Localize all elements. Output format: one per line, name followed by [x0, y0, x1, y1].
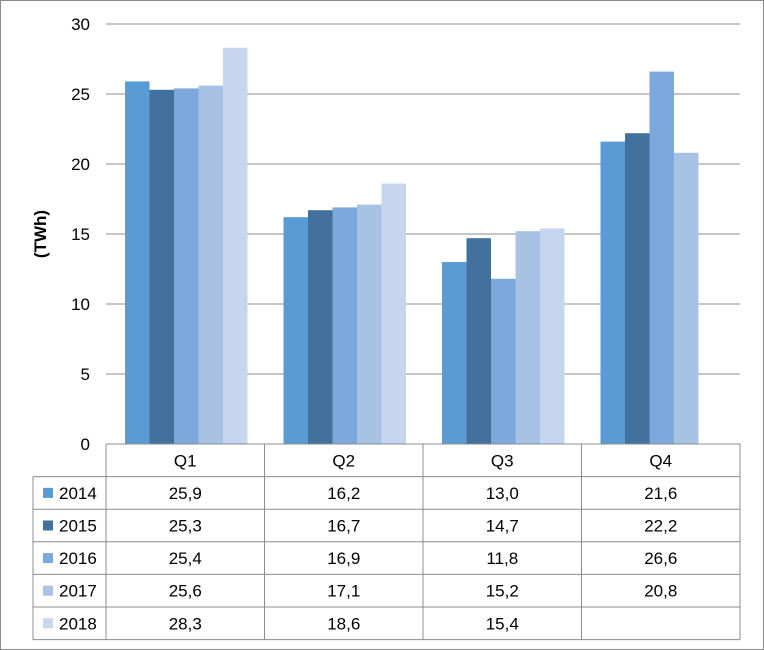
- bar-2018-Q1: [223, 47, 248, 445]
- bar-2017-Q4: [674, 152, 699, 445]
- bar-2018-Q2: [381, 183, 406, 444]
- bar-2017-Q3: [515, 231, 540, 444]
- y-tick-label: 5: [81, 365, 90, 384]
- bar-2016-Q3: [491, 278, 516, 444]
- y-tick-label: 20: [71, 155, 90, 174]
- series-label-2018: 2018: [59, 614, 97, 633]
- bar-2015-Q3: [466, 238, 491, 444]
- bar-2015-Q1: [149, 89, 174, 445]
- data-label-2018-Q1: 28,3: [169, 614, 202, 633]
- y-tick-label: 25: [71, 85, 90, 104]
- category-label-Q1: Q1: [174, 451, 197, 470]
- data-label-2016-Q4: 26,6: [644, 549, 677, 568]
- data-label-2017-Q2: 17,1: [327, 582, 360, 601]
- bar-2014-Q1: [125, 81, 150, 445]
- legend-key-2014: [43, 487, 53, 498]
- bar-2016-Q4: [649, 71, 674, 444]
- data-label-2016-Q3: 11,8: [486, 549, 518, 568]
- data-label-2015-Q1: 25,3: [169, 517, 202, 536]
- data-label-2015-Q4: 22,2: [644, 517, 677, 536]
- bar-2014-Q4: [600, 141, 625, 444]
- legend-key-2016: [43, 553, 53, 564]
- data-label-2017-Q4: 20,8: [644, 582, 677, 601]
- series-label-2015: 2015: [59, 517, 97, 536]
- bar-2018-Q3: [540, 228, 565, 444]
- y-tick-label: 0: [81, 435, 90, 454]
- bar-2016-Q2: [332, 207, 357, 444]
- category-label-Q4: Q4: [649, 451, 672, 470]
- bar-2017-Q1: [198, 85, 223, 444]
- data-label-2016-Q1: 25,4: [169, 549, 202, 568]
- data-label-2018-Q3: 15,4: [486, 614, 519, 633]
- bar-2015-Q4: [625, 133, 650, 444]
- data-label-2015-Q2: 16,7: [327, 517, 360, 536]
- legend-key-2018: [43, 618, 53, 629]
- series-label-2017: 2017: [59, 582, 97, 601]
- bar-2017-Q2: [357, 204, 382, 444]
- series-label-2016: 2016: [59, 549, 97, 568]
- y-tick-label: 15: [71, 225, 90, 244]
- bar-2014-Q3: [442, 262, 467, 444]
- bar-2015-Q2: [308, 210, 333, 444]
- data-label-2016-Q2: 16,9: [327, 549, 360, 568]
- data-label-2014-Q4: 21,6: [644, 484, 677, 503]
- data-label-2014-Q3: 13,0: [486, 484, 519, 503]
- category-label-Q3: Q3: [491, 451, 514, 470]
- data-label-2017-Q1: 25,6: [169, 582, 202, 601]
- data-label-2015-Q3: 14,7: [486, 517, 519, 536]
- y-tick-label: 10: [71, 295, 90, 314]
- legend-key-2015: [43, 520, 53, 531]
- series-label-2014: 2014: [59, 484, 97, 503]
- legend-key-2017: [43, 585, 53, 596]
- bar-2014-Q2: [283, 217, 308, 444]
- data-label-2018-Q2: 18,6: [327, 614, 360, 633]
- category-label-Q2: Q2: [332, 451, 355, 470]
- bar-2016-Q1: [174, 88, 199, 445]
- data-label-2017-Q3: 15,2: [486, 582, 519, 601]
- data-label-2014-Q1: 25,9: [169, 484, 202, 503]
- y-tick-label: 30: [71, 15, 90, 34]
- y-axis-label: (TWh): [31, 210, 50, 258]
- data-label-2014-Q2: 16,2: [327, 484, 360, 503]
